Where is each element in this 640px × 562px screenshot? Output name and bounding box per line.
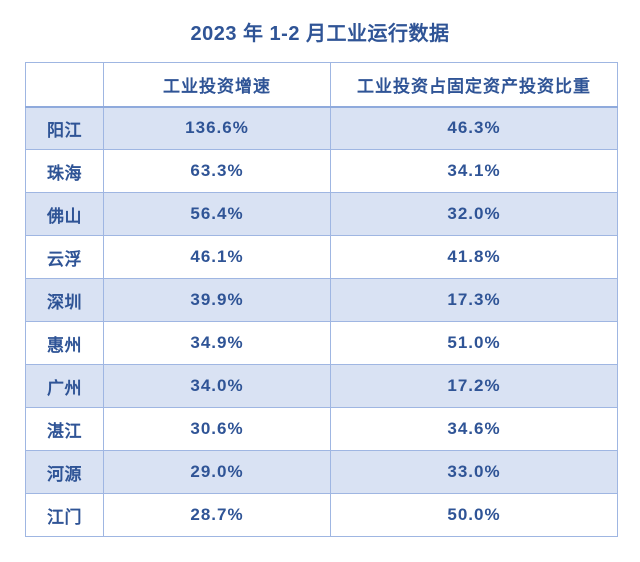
city-cell: 阳江: [25, 106, 104, 150]
growth-cell: 30.6%: [103, 407, 331, 451]
growth-cell: 39.9%: [103, 278, 331, 322]
header-row: 工业投资增速 工业投资占固定资产投资比重: [25, 62, 618, 108]
table-header: 工业投资增速 工业投资占固定资产投资比重: [25, 62, 618, 108]
column-header-share: 工业投资占固定资产投资比重: [330, 62, 618, 108]
growth-cell: 29.0%: [103, 450, 331, 494]
share-cell: 41.8%: [330, 235, 618, 279]
column-header-city: [25, 62, 104, 108]
table-row: 阳江 136.6% 46.3%: [25, 106, 618, 150]
table-row: 河源 29.0% 33.0%: [25, 450, 618, 494]
city-cell: 广州: [25, 364, 104, 408]
growth-cell: 63.3%: [103, 149, 331, 193]
share-cell: 50.0%: [330, 493, 618, 537]
table-row: 江门 28.7% 50.0%: [25, 493, 618, 537]
share-cell: 34.1%: [330, 149, 618, 193]
growth-cell: 34.0%: [103, 364, 331, 408]
industrial-data-table: 工业投资增速 工业投资占固定资产投资比重 阳江 136.6% 46.3% 珠海 …: [25, 62, 618, 537]
share-cell: 34.6%: [330, 407, 618, 451]
table-row: 惠州 34.9% 51.0%: [25, 321, 618, 365]
city-cell: 佛山: [25, 192, 104, 236]
table-row: 佛山 56.4% 32.0%: [25, 192, 618, 236]
table-row: 云浮 46.1% 41.8%: [25, 235, 618, 279]
table-row: 湛江 30.6% 34.6%: [25, 407, 618, 451]
growth-cell: 136.6%: [103, 106, 331, 150]
share-cell: 33.0%: [330, 450, 618, 494]
share-cell: 17.2%: [330, 364, 618, 408]
city-cell: 河源: [25, 450, 104, 494]
share-cell: 32.0%: [330, 192, 618, 236]
city-cell: 深圳: [25, 278, 104, 322]
share-cell: 46.3%: [330, 106, 618, 150]
column-header-growth: 工业投资增速: [103, 62, 331, 108]
city-cell: 江门: [25, 493, 104, 537]
table-row: 广州 34.0% 17.2%: [25, 364, 618, 408]
share-cell: 17.3%: [330, 278, 618, 322]
growth-cell: 28.7%: [103, 493, 331, 537]
growth-cell: 56.4%: [103, 192, 331, 236]
growth-cell: 46.1%: [103, 235, 331, 279]
city-cell: 珠海: [25, 149, 104, 193]
share-cell: 51.0%: [330, 321, 618, 365]
table-row: 深圳 39.9% 17.3%: [25, 278, 618, 322]
page-title: 2023 年 1-2 月工业运行数据: [190, 23, 450, 45]
city-cell: 云浮: [25, 235, 104, 279]
table-row: 珠海 63.3% 34.1%: [25, 149, 618, 193]
table-body: 阳江 136.6% 46.3% 珠海 63.3% 34.1% 佛山 56.4% …: [25, 106, 618, 537]
city-cell: 惠州: [25, 321, 104, 365]
city-cell: 湛江: [25, 407, 104, 451]
growth-cell: 34.9%: [103, 321, 331, 365]
